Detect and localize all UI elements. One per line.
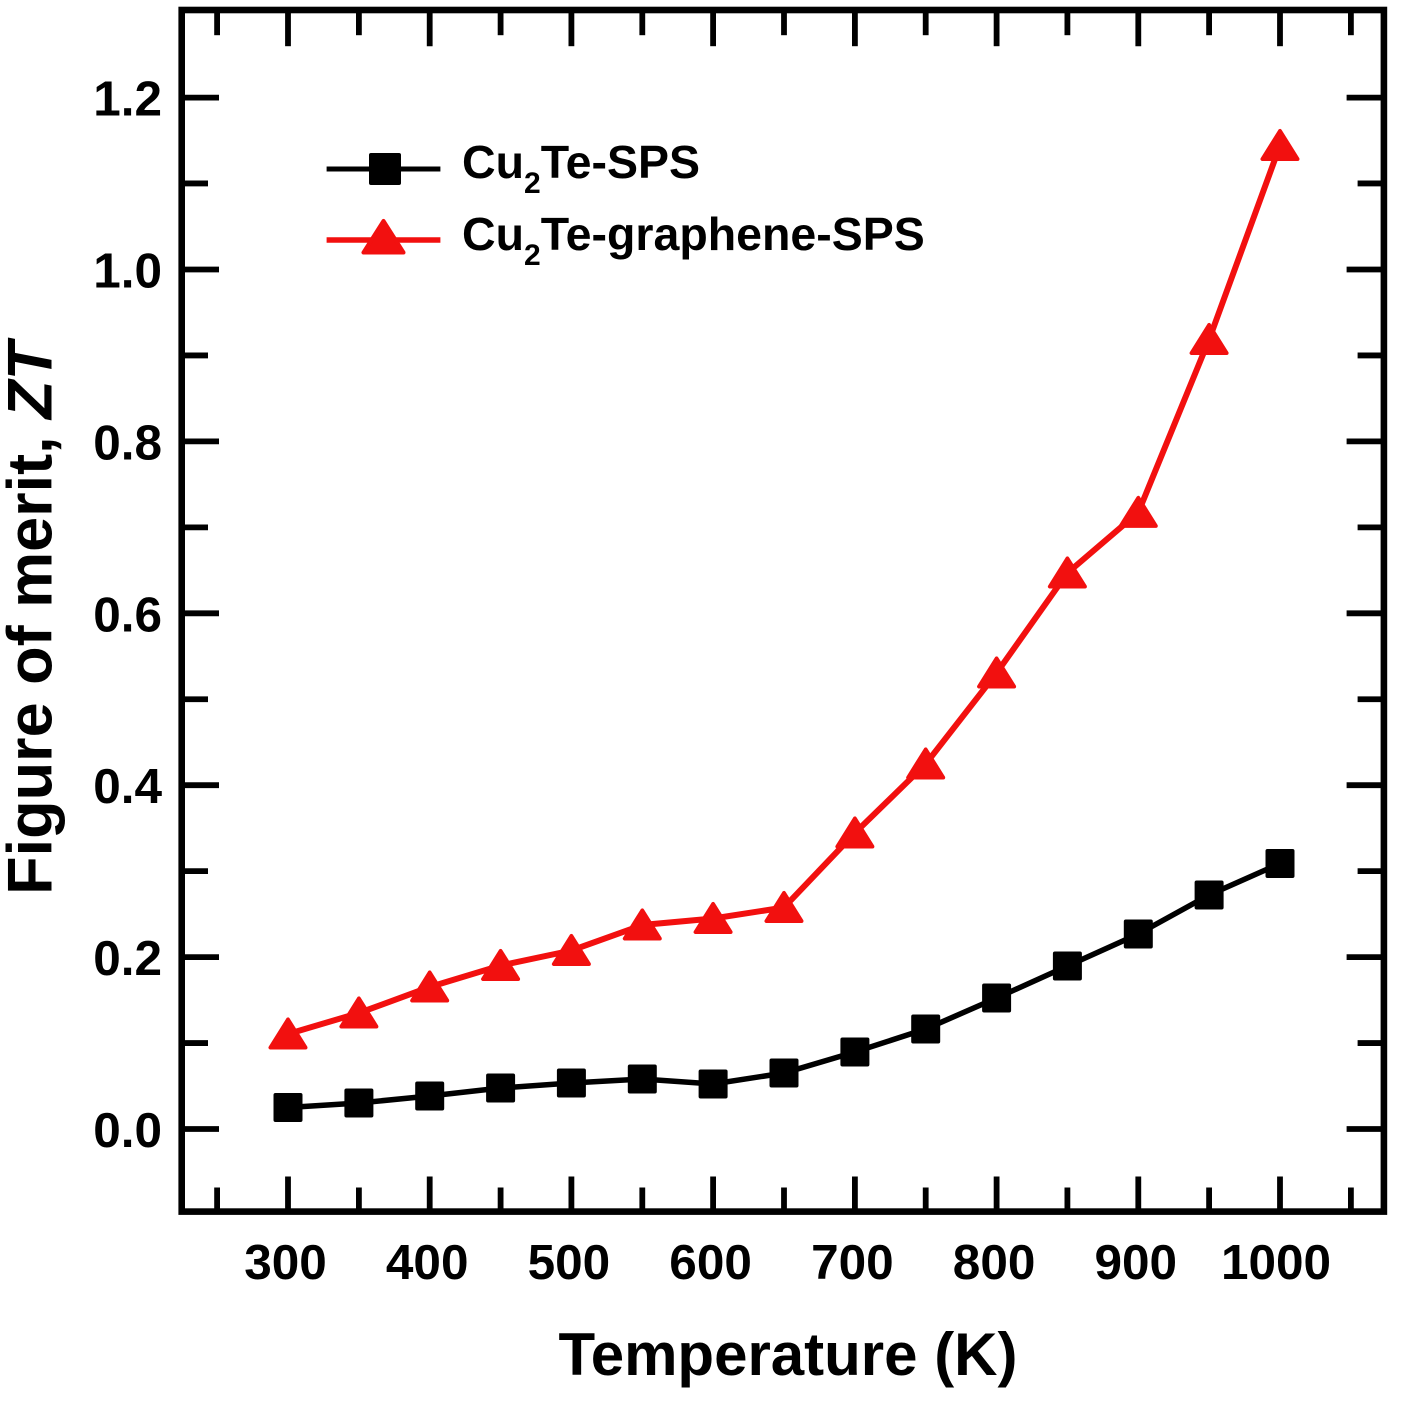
svg-text:600: 600	[669, 1235, 752, 1290]
svg-text:1.0: 1.0	[93, 244, 162, 299]
svg-text:0.8: 0.8	[93, 415, 162, 470]
svg-text:500: 500	[528, 1235, 611, 1290]
svg-text:1000: 1000	[1221, 1235, 1331, 1290]
svg-text:300: 300	[244, 1235, 327, 1290]
svg-text:900: 900	[1095, 1235, 1178, 1290]
svg-text:0.6: 0.6	[93, 587, 162, 642]
svg-text:0.4: 0.4	[93, 759, 162, 814]
svg-text:400: 400	[386, 1235, 469, 1290]
svg-text:Figure of merit, ZT: Figure of merit, ZT	[0, 337, 66, 895]
svg-text:0.2: 0.2	[93, 931, 162, 986]
svg-text:1.2: 1.2	[93, 72, 162, 127]
svg-text:700: 700	[811, 1235, 894, 1290]
svg-text:Temperature (K): Temperature (K)	[559, 1321, 1018, 1388]
svg-text:800: 800	[953, 1235, 1036, 1290]
svg-text:0.0: 0.0	[93, 1103, 162, 1158]
